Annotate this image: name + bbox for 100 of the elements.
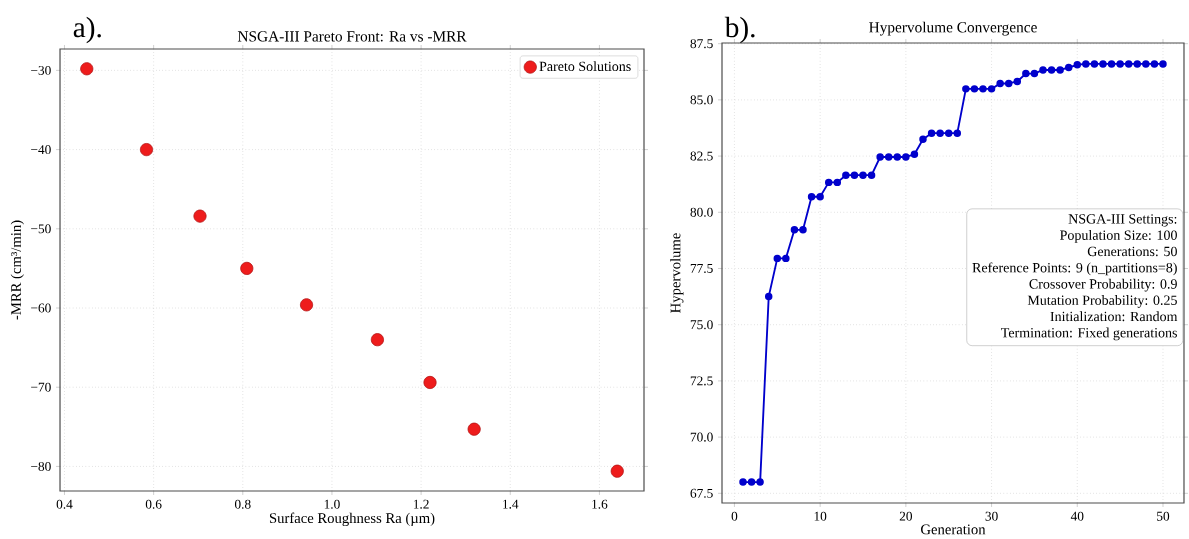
text: a). [73, 16, 101, 44]
y-tick-label: 72.5 [690, 376, 713, 386]
annotation: Generations: 50 [1087, 246, 1177, 257]
annotation: Reference Points: 9 (n_partitions=8) [972, 262, 1177, 276]
point [1073, 61, 1082, 69]
x-tick-label: 20 [899, 511, 913, 521]
point [1133, 60, 1142, 68]
point [467, 422, 481, 436]
point [1099, 60, 1107, 68]
y-axis-title: -MRR (cm³/min) [10, 220, 24, 320]
point [833, 178, 842, 187]
point [807, 193, 816, 201]
point [423, 375, 437, 389]
x-tick-label: 50 [1157, 511, 1170, 521]
point [610, 464, 624, 478]
point [300, 298, 314, 312]
point [962, 85, 970, 93]
point [1056, 66, 1064, 74]
y-tick-label: 70.0 [690, 432, 713, 442]
point [876, 153, 884, 161]
y-tick-label: 82.5 [690, 151, 713, 161]
x-tick-label: 10 [814, 511, 827, 521]
point [816, 193, 824, 201]
point [910, 150, 919, 159]
x-tick-label: 1.4 [503, 499, 519, 509]
annotation: Initialization: Random [1050, 311, 1178, 322]
point [884, 153, 893, 161]
chart-title: NSGA-III Pareto Front: Ra vs -MRR [237, 31, 467, 42]
point [782, 254, 790, 263]
point [850, 171, 859, 179]
y-tick-label: 87.5 [690, 39, 713, 49]
y-tick-label: 80.0 [690, 207, 713, 217]
point [1030, 69, 1039, 78]
point [773, 254, 782, 263]
point [1039, 66, 1047, 74]
point [867, 171, 876, 179]
y-tick-label: −40 [31, 145, 51, 155]
x-tick-label: 0.8 [234, 499, 251, 509]
point [80, 62, 94, 76]
point [1047, 66, 1056, 74]
y-tick-label: 85.0 [690, 95, 713, 105]
point [927, 129, 936, 137]
y-tick-label: 77.5 [690, 264, 713, 273]
point [970, 85, 979, 93]
y-tick-label: 75.0 [690, 320, 713, 330]
y-axis-title: Hypervolume [670, 233, 684, 313]
point [1090, 60, 1099, 68]
point [1159, 60, 1167, 68]
point [1082, 60, 1090, 68]
point [1022, 69, 1030, 78]
x-tick-label: 40 [1070, 511, 1084, 521]
x-axis-title: Generation [921, 524, 986, 535]
point [764, 292, 773, 301]
x-tick-label: 0.4 [56, 499, 73, 509]
point [1124, 60, 1133, 68]
point [790, 226, 799, 234]
point [996, 79, 1004, 88]
x-axis-title: Surface Roughness Ra (µm) [269, 512, 435, 527]
y-tick-label: −50 [31, 224, 51, 234]
annotation: b). [724, 16, 755, 44]
point [859, 171, 867, 179]
point [139, 143, 154, 157]
annotation: Crossover Probability: 0.9 [1029, 278, 1177, 292]
point [893, 153, 902, 161]
annotation: NSGA-III Settings: [1068, 214, 1177, 227]
point [936, 129, 944, 137]
point [1150, 60, 1159, 68]
point [370, 333, 384, 347]
x-tick-label: 30 [985, 511, 998, 521]
x-tick-label: 1.2 [413, 499, 429, 509]
point [1107, 60, 1116, 68]
point [919, 135, 927, 143]
point [739, 478, 747, 486]
point [987, 85, 996, 93]
point [756, 478, 764, 486]
point [1116, 60, 1124, 68]
x-tick-label: 0.6 [145, 499, 162, 509]
point [842, 171, 850, 179]
annotation: Mutation Probability: 0.25 [1027, 295, 1177, 308]
y-tick-label: −80 [31, 461, 51, 471]
x-tick-label: 0 [731, 511, 738, 521]
annotation: Termination: Fixed generations [1001, 327, 1177, 341]
point [1004, 79, 1013, 88]
point [240, 261, 254, 275]
point [902, 153, 910, 161]
y-tick-label: −70 [31, 382, 51, 392]
point [747, 478, 756, 486]
point [953, 129, 962, 137]
point [1142, 60, 1150, 68]
annotation: Population Size: 100 [1060, 230, 1177, 243]
legend-label: Pareto Solutions [539, 61, 631, 72]
y-tick-label: 67.5 [690, 488, 713, 498]
point [193, 209, 207, 223]
x-tick-label: 1.0 [324, 499, 340, 509]
point [944, 129, 953, 137]
point [799, 226, 807, 234]
point [824, 178, 833, 187]
point [979, 85, 987, 93]
point [1064, 63, 1073, 72]
y-tick-label: −30 [31, 65, 51, 75]
